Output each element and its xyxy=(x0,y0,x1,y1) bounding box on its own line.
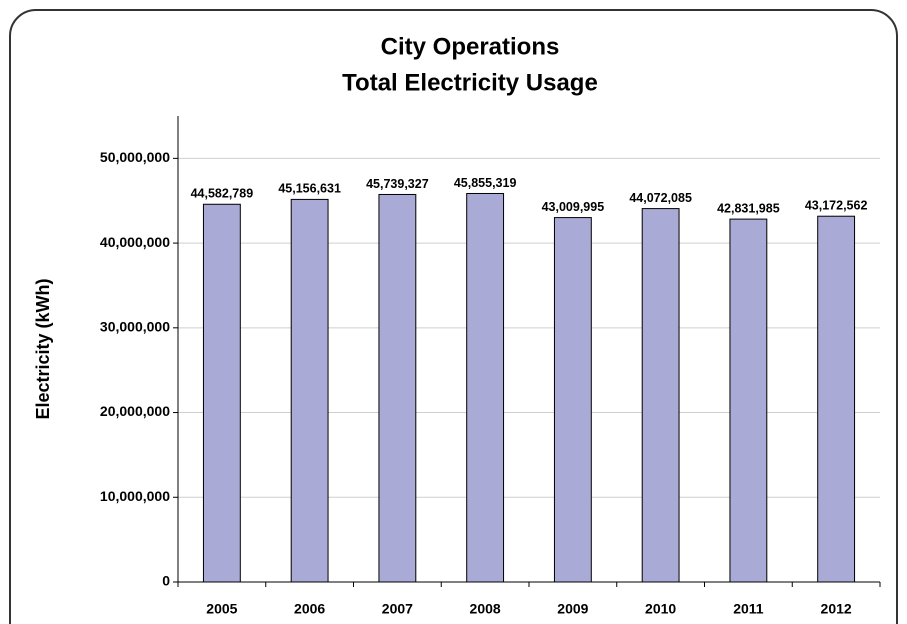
x-tick-label: 2006 xyxy=(294,601,325,617)
bar xyxy=(729,218,768,583)
x-tick-label: 2010 xyxy=(645,601,676,617)
data-label: 44,072,085 xyxy=(629,191,692,205)
chart-title: City Operations xyxy=(381,33,560,60)
y-tick-label: 20,000,000 xyxy=(100,403,170,419)
y-tick-label: 10,000,000 xyxy=(100,488,170,504)
x-tick-label: 2007 xyxy=(382,601,413,617)
data-label: 45,855,319 xyxy=(454,176,517,190)
y-tick-label: 50,000,000 xyxy=(100,149,170,165)
bar xyxy=(553,217,592,583)
y-tick-label: 40,000,000 xyxy=(100,234,170,250)
bar xyxy=(817,215,856,583)
data-label: 45,156,631 xyxy=(278,182,341,196)
x-tick-label: 2012 xyxy=(821,601,852,617)
data-label: 43,009,995 xyxy=(542,200,605,214)
x-tick-label: 2008 xyxy=(470,601,501,617)
data-label: 44,582,789 xyxy=(191,187,254,201)
y-tick-label: 0 xyxy=(162,573,170,589)
bar xyxy=(641,208,680,583)
x-tick-label: 2011 xyxy=(733,601,764,617)
y-tick-label: 30,000,000 xyxy=(100,319,170,335)
y-axis-label: Electricity (kWh) xyxy=(33,278,53,419)
bar xyxy=(466,192,505,583)
data-label: 43,172,562 xyxy=(805,199,868,213)
data-label: 42,831,985 xyxy=(717,201,780,215)
x-tick-label: 2005 xyxy=(206,601,237,617)
chart-title: Total Electricity Usage xyxy=(342,69,598,96)
bar xyxy=(378,193,417,583)
data-label: 45,739,327 xyxy=(366,177,429,191)
bar xyxy=(202,203,241,583)
x-tick-label: 2009 xyxy=(557,601,588,617)
bar xyxy=(290,198,329,583)
